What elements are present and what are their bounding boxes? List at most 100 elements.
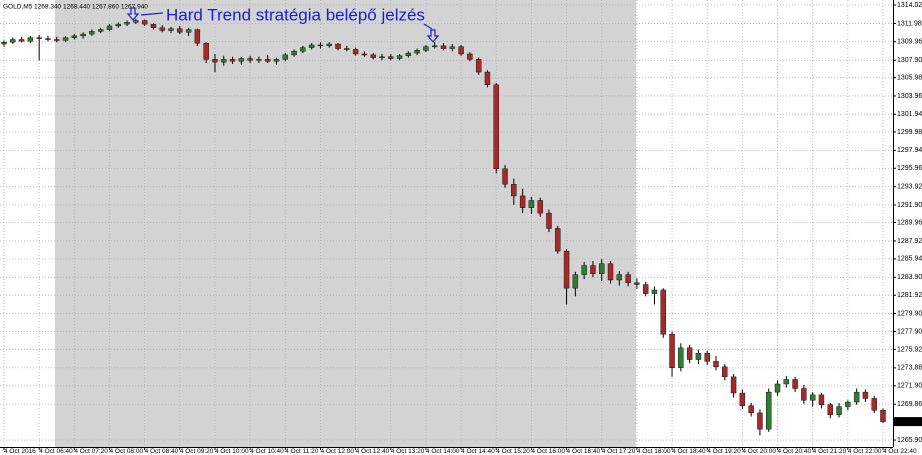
candle-body (440, 45, 447, 49)
candle-body (80, 33, 86, 37)
y-tick-label: 1303.960 (897, 93, 922, 100)
candle-body (97, 29, 104, 32)
x-tick-label: 4 Oct 10:40 (250, 448, 284, 455)
x-tick-label: 4 Oct 10:00 (215, 448, 249, 455)
candle-body (159, 27, 165, 31)
y-tick-label: 1307.900 (897, 57, 922, 64)
candle-body (247, 58, 253, 61)
y-tick-label: 1305.980 (897, 75, 922, 82)
candle-body (546, 212, 552, 229)
candle-body (511, 183, 517, 197)
x-tick-label: 4 Oct 06:40 (39, 448, 73, 455)
candle-body (405, 52, 412, 56)
candle-body (493, 84, 499, 170)
candle-body (36, 37, 42, 39)
y-tick-label: 1275.920 (897, 346, 922, 353)
candle-body (10, 39, 16, 43)
candle-body (89, 31, 95, 35)
candle-body (344, 48, 350, 50)
x-tick-label: 4 Oct 17:20 (602, 448, 636, 455)
candle-body (563, 250, 570, 289)
signal-arrow (126, 7, 140, 21)
x-tick-label: 4 Oct 12:00 (320, 448, 354, 455)
candle-body (590, 265, 596, 274)
candle-body (115, 23, 121, 27)
x-tick-label: 4 Oct 14:40 (461, 448, 495, 455)
candle-body (71, 35, 78, 38)
x-tick-label: 4 Oct 18:00 (637, 448, 671, 455)
last-price-label: 1267.940 (896, 418, 922, 425)
candle-body (528, 200, 535, 208)
candle-body (722, 366, 728, 377)
candle-body (388, 56, 394, 59)
candle-body (291, 51, 297, 56)
candle-body (774, 383, 781, 393)
candle-body (150, 23, 157, 28)
candle-body (862, 391, 869, 399)
y-tick-label: 1273.880 (897, 365, 922, 372)
candle-body (607, 263, 614, 281)
candle-body (141, 20, 148, 25)
candle-body (221, 59, 227, 63)
x-tick-label: 4 Oct 07:20 (74, 448, 108, 455)
candle-body (555, 228, 561, 252)
chart-header: GOLD,M5 1268.340 1268.440 1267.860 1267.… (3, 4, 148, 11)
candle-body (238, 58, 245, 62)
candle-body (177, 28, 183, 33)
candle-body (537, 200, 543, 214)
y-tick-label: 1297.940 (897, 147, 922, 154)
candles (1, 18, 886, 436)
candle-body (642, 284, 649, 294)
annotation-line (423, 23, 433, 30)
candle-body (651, 289, 658, 294)
highlight-region (55, 0, 636, 447)
candle-body (432, 45, 438, 48)
candle-body (634, 282, 640, 285)
candle-body (212, 59, 218, 63)
y-tick-label: 1295.960 (897, 165, 922, 172)
candle-body (519, 195, 526, 208)
y-tick-label: 1293.920 (897, 184, 922, 191)
candle-body (484, 71, 491, 85)
last-price-box (894, 417, 922, 427)
annotation-line (140, 12, 164, 16)
candle-body (18, 39, 25, 42)
x-tick-label: 4 Oct 15:20 (496, 448, 530, 455)
y-tick-label: 1301.940 (897, 111, 922, 118)
candle-body (475, 59, 482, 73)
x-tick-label: 4 Oct 22:00 (848, 448, 882, 455)
candle-body (1, 42, 7, 45)
candle-body (256, 59, 262, 61)
candle-body (836, 406, 842, 415)
y-tick-label: 1285.940 (897, 256, 922, 263)
x-tick-label: 4 Oct 16:40 (567, 448, 601, 455)
candle-body (748, 405, 754, 414)
x-tick-label: 4 Oct 16:00 (531, 448, 565, 455)
candle-body (809, 394, 816, 401)
candle-body (449, 46, 455, 49)
candle-body (124, 22, 130, 25)
candle-body (396, 55, 403, 59)
candle-body (853, 391, 860, 403)
candle-body (880, 410, 886, 422)
y-tick-label: 1265.900 (897, 437, 922, 444)
candle-body (730, 376, 737, 394)
candle-body (739, 392, 746, 406)
candle-body (273, 59, 280, 62)
x-tick-label: 4 Oct 21:20 (813, 448, 847, 455)
candle-body (194, 29, 201, 44)
y-tick-label: 1309.960 (897, 39, 922, 46)
y-tick-label: 1279.900 (897, 310, 922, 317)
candle-body (423, 46, 429, 51)
candle-body (502, 168, 508, 185)
candle-body (572, 274, 579, 289)
candle-body (414, 50, 420, 54)
candle-body (625, 274, 631, 283)
candle-body (458, 46, 464, 55)
x-tick-label: 4 Oct 22:40 (883, 448, 917, 455)
signal-arrow (426, 29, 440, 43)
y-tick-label: 1311.980 (897, 20, 922, 27)
x-tick-label: 4 Oct 20:40 (778, 448, 812, 455)
candle-body (62, 37, 69, 41)
